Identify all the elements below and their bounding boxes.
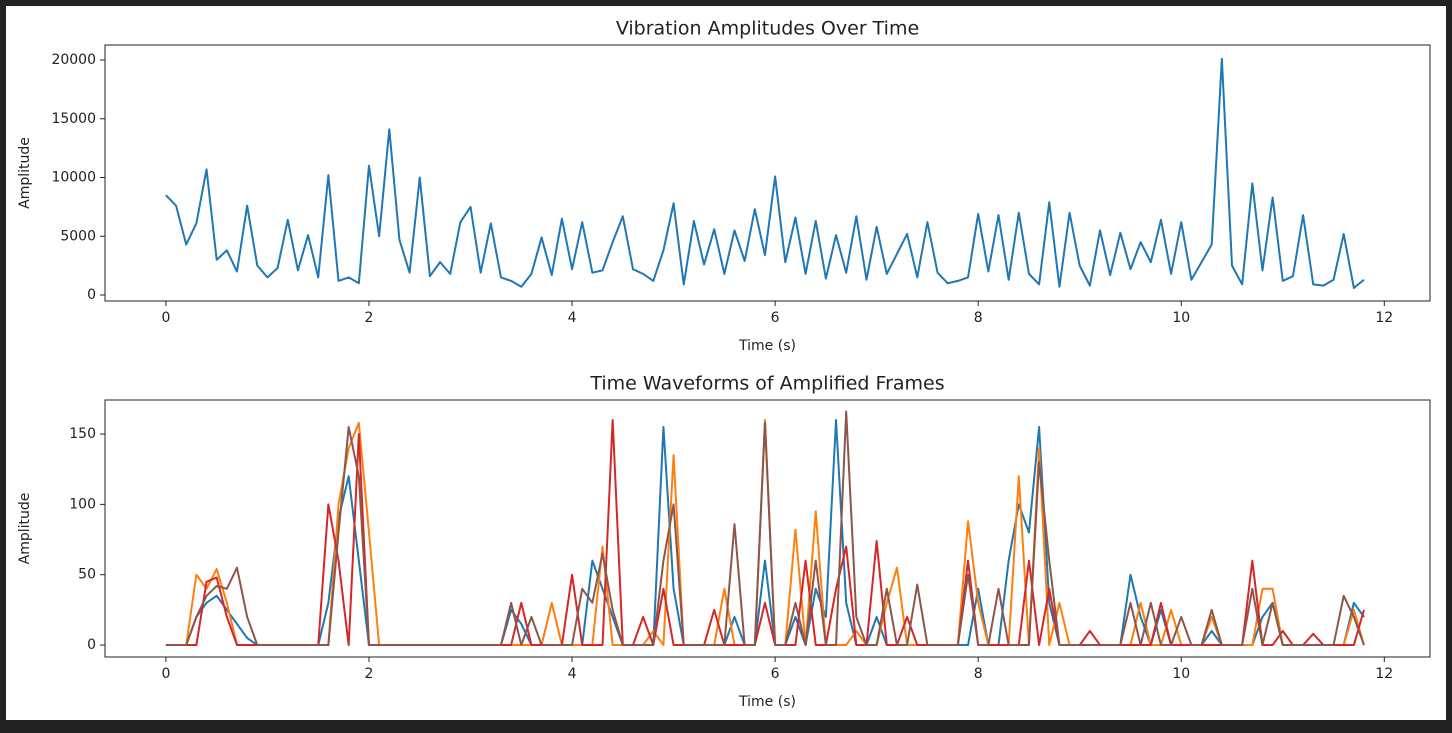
y-tick-label: 0 <box>87 287 96 303</box>
y-tick-label: 10000 <box>51 170 96 186</box>
y-tick-label: 5000 <box>60 228 96 244</box>
x-tick-label: 4 <box>568 666 577 682</box>
y-tick-label: 0 <box>87 637 96 653</box>
x-tick-label: 0 <box>161 310 170 326</box>
x-tick-label: 6 <box>771 666 780 682</box>
y-axis-label: Amplitude <box>17 493 33 565</box>
figure-background <box>6 6 1446 720</box>
x-axis-label: Time (s) <box>738 694 796 710</box>
y-axis-label: Amplitude <box>17 137 33 209</box>
series-line <box>165 57 1365 289</box>
x-tick-label: 12 <box>1375 310 1393 326</box>
y-tick-label: 50 <box>78 567 96 583</box>
chart-title: Vibration Amplitudes Over Time <box>616 18 919 40</box>
plot-frame <box>104 399 1431 658</box>
series-line <box>165 418 1365 647</box>
y-tick-label: 20000 <box>51 52 96 68</box>
y-tick-label: 100 <box>69 496 96 512</box>
x-tick-label: 8 <box>974 310 983 326</box>
x-tick-label: 8 <box>974 666 983 682</box>
y-tick-label: 15000 <box>51 111 96 127</box>
series-line <box>165 410 1365 647</box>
x-axis-label: Time (s) <box>738 338 796 354</box>
x-tick-label: 10 <box>1172 310 1190 326</box>
x-tick-label: 10 <box>1172 666 1190 682</box>
chart-title: Time Waveforms of Amplified Frames <box>589 373 944 395</box>
x-tick-label: 2 <box>365 666 374 682</box>
x-tick-label: 6 <box>771 310 780 326</box>
y-tick-label: 150 <box>69 426 96 442</box>
x-tick-label: 2 <box>365 310 374 326</box>
x-tick-label: 4 <box>568 310 577 326</box>
x-tick-label: 12 <box>1375 666 1393 682</box>
series-line <box>165 418 1365 647</box>
plot-frame <box>104 44 1431 302</box>
x-tick-label: 0 <box>161 666 170 682</box>
